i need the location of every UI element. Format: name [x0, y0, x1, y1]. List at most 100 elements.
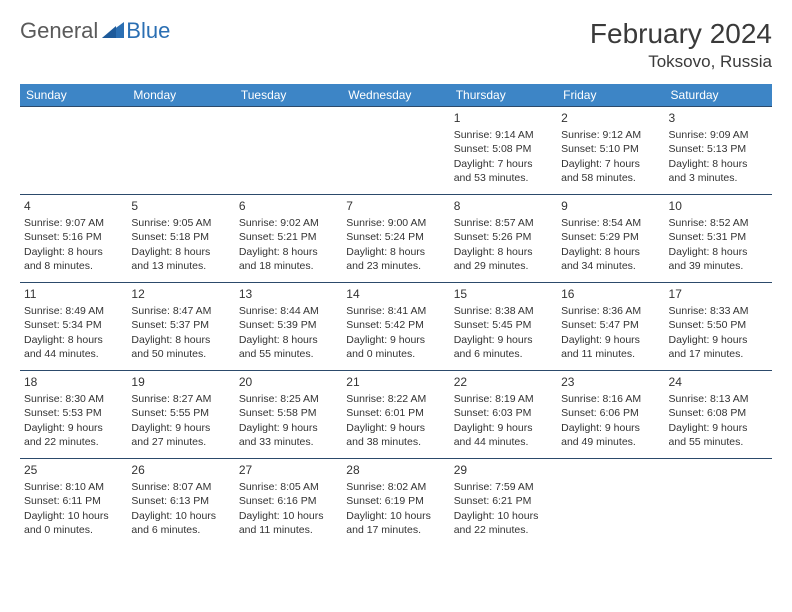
daylight2-text: and 33 minutes. [239, 435, 338, 449]
daylight2-text: and 3 minutes. [669, 171, 768, 185]
sunset-text: Sunset: 5:18 PM [131, 230, 230, 244]
calendar-day-cell [127, 107, 234, 195]
sunrise-text: Sunrise: 8:02 AM [346, 480, 445, 494]
sunset-text: Sunset: 5:10 PM [561, 142, 660, 156]
daylight1-text: Daylight: 9 hours [669, 333, 768, 347]
daylight2-text: and 17 minutes. [669, 347, 768, 361]
daylight2-text: and 0 minutes. [346, 347, 445, 361]
sunrise-text: Sunrise: 8:19 AM [454, 392, 553, 406]
day-number: 5 [131, 198, 230, 214]
calendar-day-cell: 13Sunrise: 8:44 AMSunset: 5:39 PMDayligh… [235, 283, 342, 371]
calendar-day-cell: 27Sunrise: 8:05 AMSunset: 6:16 PMDayligh… [235, 459, 342, 547]
day-header-row: Sunday Monday Tuesday Wednesday Thursday… [20, 84, 772, 107]
daylight2-text: and 55 minutes. [239, 347, 338, 361]
calendar-day-cell: 3Sunrise: 9:09 AMSunset: 5:13 PMDaylight… [665, 107, 772, 195]
daylight1-text: Daylight: 9 hours [346, 421, 445, 435]
day-number: 24 [669, 374, 768, 390]
day-number: 6 [239, 198, 338, 214]
daylight1-text: Daylight: 8 hours [24, 245, 123, 259]
daylight1-text: Daylight: 9 hours [24, 421, 123, 435]
calendar-week-row: 4Sunrise: 9:07 AMSunset: 5:16 PMDaylight… [20, 195, 772, 283]
sunset-text: Sunset: 5:26 PM [454, 230, 553, 244]
calendar-day-cell [665, 459, 772, 547]
daylight1-text: Daylight: 8 hours [454, 245, 553, 259]
daylight2-text: and 8 minutes. [24, 259, 123, 273]
day-number: 22 [454, 374, 553, 390]
daylight2-text: and 44 minutes. [454, 435, 553, 449]
daylight1-text: Daylight: 9 hours [346, 333, 445, 347]
sunset-text: Sunset: 5:47 PM [561, 318, 660, 332]
daylight1-text: Daylight: 10 hours [24, 509, 123, 523]
daylight1-text: Daylight: 8 hours [131, 245, 230, 259]
calendar-day-cell: 18Sunrise: 8:30 AMSunset: 5:53 PMDayligh… [20, 371, 127, 459]
calendar-page: General Blue February 2024 Toksovo, Russ… [0, 0, 792, 565]
daylight2-text: and 6 minutes. [454, 347, 553, 361]
daylight1-text: Daylight: 8 hours [346, 245, 445, 259]
location-label: Toksovo, Russia [590, 52, 772, 72]
sunset-text: Sunset: 5:45 PM [454, 318, 553, 332]
calendar-week-row: 1Sunrise: 9:14 AMSunset: 5:08 PMDaylight… [20, 107, 772, 195]
calendar-day-cell: 14Sunrise: 8:41 AMSunset: 5:42 PMDayligh… [342, 283, 449, 371]
daylight1-text: Daylight: 9 hours [561, 333, 660, 347]
sunrise-text: Sunrise: 8:57 AM [454, 216, 553, 230]
day-number: 8 [454, 198, 553, 214]
sunrise-text: Sunrise: 9:05 AM [131, 216, 230, 230]
sunrise-text: Sunrise: 8:22 AM [346, 392, 445, 406]
sunrise-text: Sunrise: 8:54 AM [561, 216, 660, 230]
logo-text-blue: Blue [126, 18, 170, 44]
calendar-day-cell [557, 459, 664, 547]
calendar-day-cell: 21Sunrise: 8:22 AMSunset: 6:01 PMDayligh… [342, 371, 449, 459]
sunrise-text: Sunrise: 8:41 AM [346, 304, 445, 318]
daylight2-text: and 27 minutes. [131, 435, 230, 449]
sunset-text: Sunset: 6:11 PM [24, 494, 123, 508]
sunrise-text: Sunrise: 8:30 AM [24, 392, 123, 406]
daylight1-text: Daylight: 8 hours [24, 333, 123, 347]
day-number: 28 [346, 462, 445, 478]
sunrise-text: Sunrise: 9:00 AM [346, 216, 445, 230]
sunset-text: Sunset: 5:08 PM [454, 142, 553, 156]
daylight1-text: Daylight: 9 hours [454, 333, 553, 347]
day-header: Saturday [665, 84, 772, 107]
daylight2-text: and 34 minutes. [561, 259, 660, 273]
daylight2-text: and 58 minutes. [561, 171, 660, 185]
sunset-text: Sunset: 6:21 PM [454, 494, 553, 508]
sunset-text: Sunset: 5:37 PM [131, 318, 230, 332]
sunset-text: Sunset: 6:03 PM [454, 406, 553, 420]
calendar-day-cell: 12Sunrise: 8:47 AMSunset: 5:37 PMDayligh… [127, 283, 234, 371]
calendar-day-cell: 28Sunrise: 8:02 AMSunset: 6:19 PMDayligh… [342, 459, 449, 547]
sunset-text: Sunset: 5:13 PM [669, 142, 768, 156]
sunset-text: Sunset: 6:13 PM [131, 494, 230, 508]
calendar-day-cell: 24Sunrise: 8:13 AMSunset: 6:08 PMDayligh… [665, 371, 772, 459]
sunrise-text: Sunrise: 8:25 AM [239, 392, 338, 406]
header: General Blue February 2024 Toksovo, Russ… [20, 18, 772, 72]
sunrise-text: Sunrise: 8:38 AM [454, 304, 553, 318]
daylight1-text: Daylight: 8 hours [669, 245, 768, 259]
day-header: Sunday [20, 84, 127, 107]
title-block: February 2024 Toksovo, Russia [590, 18, 772, 72]
sunset-text: Sunset: 6:08 PM [669, 406, 768, 420]
day-number: 15 [454, 286, 553, 302]
sunset-text: Sunset: 5:42 PM [346, 318, 445, 332]
calendar-day-cell: 29Sunrise: 7:59 AMSunset: 6:21 PMDayligh… [450, 459, 557, 547]
sunrise-text: Sunrise: 8:27 AM [131, 392, 230, 406]
day-number: 16 [561, 286, 660, 302]
daylight2-text: and 22 minutes. [454, 523, 553, 537]
day-number: 26 [131, 462, 230, 478]
calendar-day-cell: 23Sunrise: 8:16 AMSunset: 6:06 PMDayligh… [557, 371, 664, 459]
sunrise-text: Sunrise: 9:09 AM [669, 128, 768, 142]
sunset-text: Sunset: 6:16 PM [239, 494, 338, 508]
sunset-text: Sunset: 5:16 PM [24, 230, 123, 244]
day-number: 10 [669, 198, 768, 214]
sunrise-text: Sunrise: 8:52 AM [669, 216, 768, 230]
daylight2-text: and 49 minutes. [561, 435, 660, 449]
day-number: 21 [346, 374, 445, 390]
sunrise-text: Sunrise: 8:36 AM [561, 304, 660, 318]
calendar-day-cell: 8 Sunrise: 8:57 AMSunset: 5:26 PMDaylight… [450, 195, 557, 283]
daylight1-text: Daylight: 9 hours [561, 421, 660, 435]
day-number: 13 [239, 286, 338, 302]
daylight1-text: Daylight: 9 hours [131, 421, 230, 435]
daylight1-text: Daylight: 8 hours [669, 157, 768, 171]
calendar-day-cell [20, 107, 127, 195]
day-number: 9 [561, 198, 660, 214]
calendar-day-cell [235, 107, 342, 195]
